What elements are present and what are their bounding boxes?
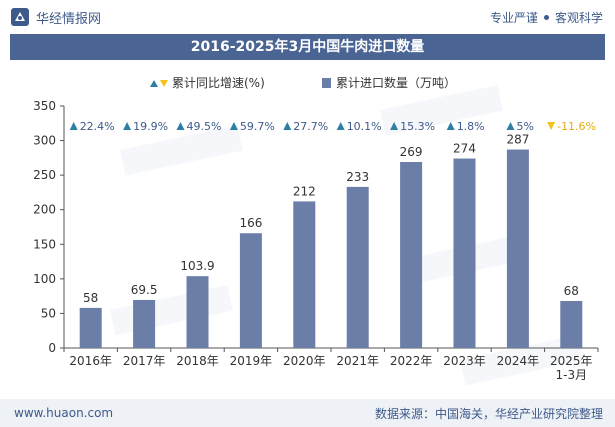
x-tick-label: 2021年: [336, 354, 379, 368]
huajing-logo-icon: [11, 8, 29, 26]
growth-up-triangle-icon: [506, 122, 515, 130]
x-tick-label: 2024年: [497, 354, 540, 368]
bar-data-label: 274: [453, 142, 476, 156]
legend-up-triangle-icon: [150, 80, 158, 87]
tagline-right: 客观科学: [554, 10, 603, 25]
bar: [453, 158, 476, 348]
bar-data-label: 233: [346, 170, 369, 184]
x-tick-label: 2025年 1-3月: [550, 354, 593, 382]
growth-data-label: 22.4%: [80, 120, 115, 133]
legend-label-growth: 累计同比增速(%): [172, 76, 265, 90]
bar: [133, 299, 156, 348]
x-tick-label: 2022年: [390, 354, 433, 368]
bar-data-label: 68: [564, 284, 579, 298]
y-tick-label: 150: [33, 237, 56, 251]
bar: [239, 233, 262, 348]
brand: 华经情报网: [0, 7, 101, 27]
y-tick-label: 50: [41, 306, 56, 320]
bar-chart: 累计同比增速(%) 累计进口数量（万吨） 0 50 100 150 200 250 300 350…: [33, 75, 599, 386]
x-tick-label: 2017年: [123, 354, 166, 368]
tagline-dot-icon: [543, 14, 549, 20]
growth-data-label: 1.8%: [457, 120, 485, 133]
x-tick-label: 2018年: [176, 354, 219, 368]
growth-data-label: 27.7%: [293, 120, 328, 133]
top-bar: 华经情报网 专业严谨 客观科学: [0, 0, 615, 34]
growth-data-label: 59.7%: [240, 120, 275, 133]
bar: [293, 201, 316, 348]
growth-data-label: -11.6%: [557, 120, 596, 133]
growth-up-triangle-icon: [336, 122, 345, 130]
growth-up-triangle-icon: [229, 122, 238, 130]
y-tick-label: 0: [48, 341, 56, 355]
bar-data-label: 166: [239, 216, 262, 230]
y-tick-label: 200: [33, 203, 56, 217]
chart-title: 2016-2025年3月中国牛肉进口数量: [10, 34, 605, 60]
y-tick-label: 300: [33, 134, 56, 148]
bar: [346, 186, 369, 348]
bar-data-label: 69.5: [131, 283, 158, 297]
y-tick-label: 250: [33, 168, 56, 182]
growth-up-triangle-icon: [446, 122, 455, 130]
footer-url: www.huaon.com: [14, 406, 114, 420]
growth-down-triangle-icon: [547, 122, 556, 130]
footer-source: 数据来源：中国海关，华经产业研究院整理: [374, 406, 603, 421]
bar-data-label: 103.9: [180, 259, 214, 273]
growth-data-label: 10.1%: [347, 120, 382, 133]
growth-up-triangle-icon: [123, 122, 132, 130]
y-tick-label: 100: [33, 272, 56, 286]
brand-name: 华经情报网: [36, 11, 102, 27]
growth-up-triangle-icon: [176, 122, 185, 130]
x-tick-label: 2020年: [283, 354, 326, 368]
bar: [186, 276, 209, 348]
legend-bar-swatch-icon: [322, 78, 331, 88]
bar: [79, 307, 102, 348]
growth-data-label: 19.9%: [133, 120, 168, 133]
x-tick-label: 2023年: [443, 354, 486, 368]
bar-data-label: 212: [293, 184, 316, 198]
bar: [506, 149, 529, 348]
growth-data-label: 5%: [517, 120, 534, 133]
y-tick-label: 350: [33, 99, 56, 113]
bar-data-label: 269: [400, 145, 423, 159]
bar: [560, 300, 583, 348]
tagline: 专业严谨 客观科学: [490, 9, 615, 26]
footer: www.huaon.com 数据来源：中国海关，华经产业研究院整理: [0, 399, 615, 427]
growth-data-label: 15.3%: [400, 120, 435, 133]
legend-down-triangle-icon: [160, 80, 168, 87]
growth-data-label: 49.5%: [187, 120, 222, 133]
bar-data-label: 58: [83, 291, 98, 305]
growth-up-triangle-icon: [283, 122, 292, 130]
bar-data-label: 287: [506, 133, 529, 147]
tagline-left: 专业严谨: [489, 10, 538, 25]
growth-up-triangle-icon: [390, 122, 399, 130]
growth-up-triangle-icon: [69, 122, 78, 130]
legend-label-imports: 累计进口数量（万吨）: [336, 75, 456, 90]
x-tick-label: 2019年: [230, 354, 273, 368]
x-tick-label: 2016年: [69, 354, 112, 368]
bar: [400, 162, 423, 348]
